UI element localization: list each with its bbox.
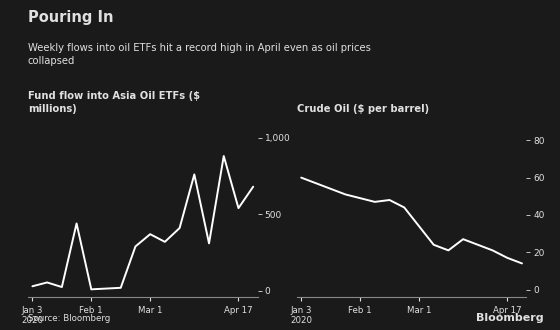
Text: Bloomberg: Bloomberg bbox=[475, 314, 543, 323]
Text: Source: Bloomberg: Source: Bloomberg bbox=[28, 314, 110, 323]
Text: Weekly flows into oil ETFs hit a record high in April even as oil prices
collaps: Weekly flows into oil ETFs hit a record … bbox=[28, 43, 371, 66]
Text: Fund flow into Asia Oil ETFs ($
millions): Fund flow into Asia Oil ETFs ($ millions… bbox=[28, 91, 200, 114]
Text: Crude Oil ($ per barrel): Crude Oil ($ per barrel) bbox=[297, 104, 429, 114]
Text: Pouring In: Pouring In bbox=[28, 10, 114, 25]
